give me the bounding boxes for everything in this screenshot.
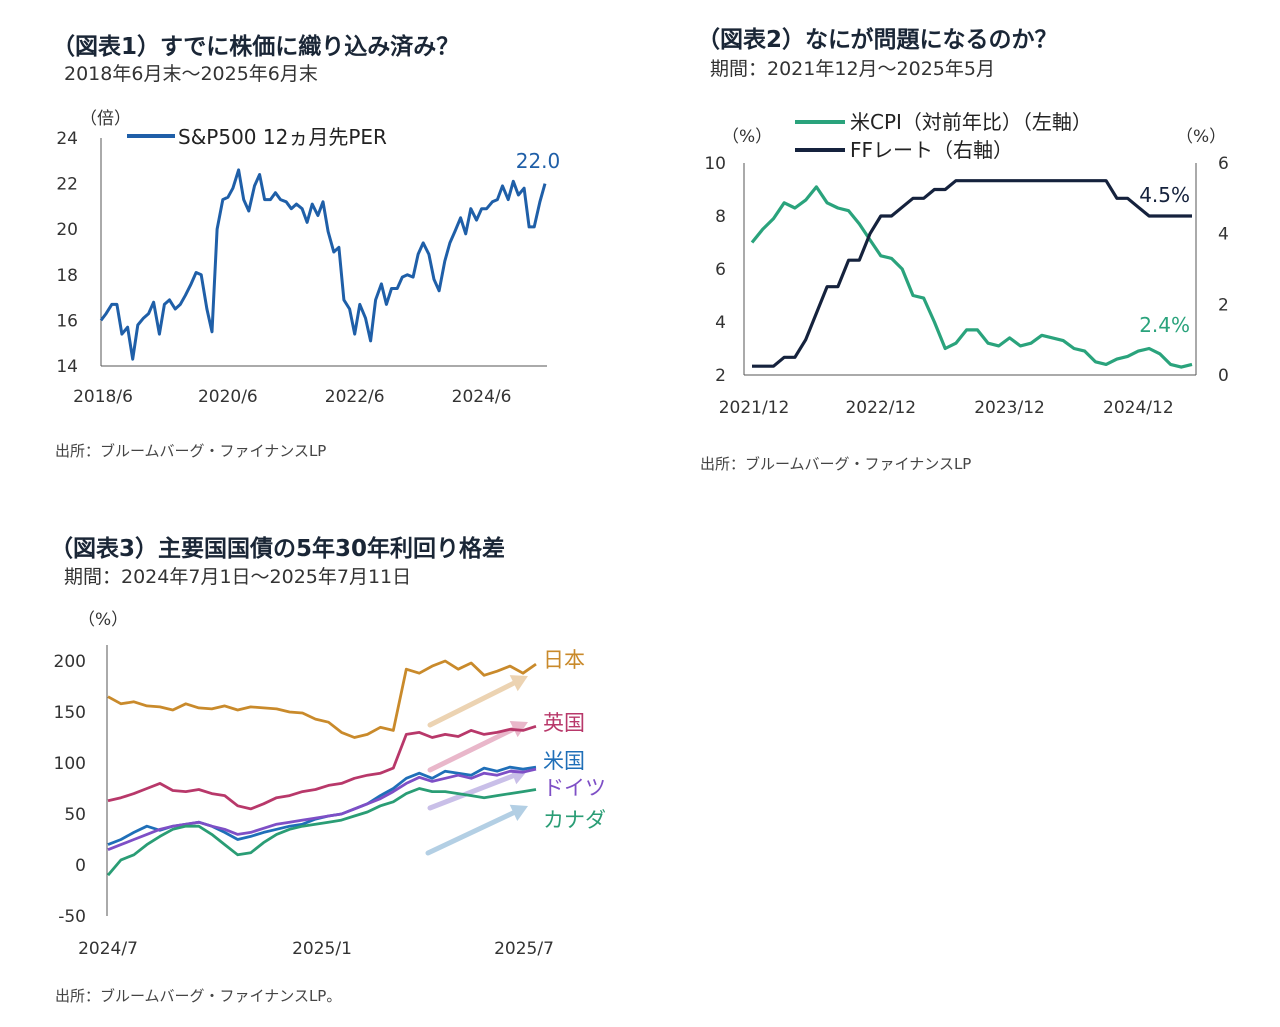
chart2-right-tick: 2 [1218,295,1229,315]
chart1-legend-label: S&P500 12ヵ月先PER [178,125,387,149]
chart2-left-tick: 8 [715,207,726,227]
chart3-arrow-canada [425,810,516,856]
chart3-label-japan: 日本 [543,648,585,672]
chart1-x-tick: 2020/6 [198,387,258,407]
chart2-legend-cpi-label: 米CPI（対前年比）（左軸） [850,110,1092,134]
chart2-left-tick: 2 [715,366,726,386]
chart3-y-tick: 50 [64,805,86,825]
chart1-x-tick: 2024/6 [452,387,512,407]
chart3-y-tick: 150 [54,703,86,723]
chart2-right-tick: 0 [1218,366,1229,386]
chart1-source: 出所：ブルームバーグ・ファイナンスLP [55,442,327,460]
chart1-y-tick: 20 [56,220,78,240]
chart3-label-canada: カナダ [543,808,606,832]
chart3-unit-label: （%） [78,610,128,630]
chart1-x-tick: 2018/6 [73,387,133,407]
chart3-y-tick: -50 [58,907,86,927]
chart2-x-tick: 2023/12 [974,398,1045,418]
chart3-japan-line [107,659,537,739]
chart3-y-tick: 200 [54,652,86,672]
chart2-x-tick: 2021/12 [719,398,790,418]
chart2-ff-end-label: 4.5% [1139,183,1190,207]
chart1-per-line [99,168,547,361]
chart3-germany-line [107,767,537,852]
chart3-title: （図表3）主要国国債の5年30年利回り格差 [50,536,506,562]
chart2-left-tick: 6 [715,260,726,280]
chart1-y-tick: 14 [56,357,78,377]
chart2-legend-ff-label: FFレート（右軸） [850,138,1013,162]
chart3-x-tick: 2025/1 [292,939,352,959]
chart3-label-uk: 英国 [543,711,585,735]
chart1-title: （図表1）すでに株価に織り込み済み？ [52,34,460,60]
chart3-arrowhead-canada [509,804,528,821]
chart2-x-tick: 2024/12 [1103,398,1174,418]
chart2-right-unit-label: （%） [1176,127,1226,147]
chart3-y-tick: 100 [54,754,86,774]
chart1-y-tick: 18 [56,266,78,286]
chart1-y-tick: 24 [56,129,78,149]
chart1-unit-label: （倍） [80,109,131,129]
chart3-label-germany: ドイツ [543,776,606,800]
chart2-subtitle: 期間：2021年12月～2025年5月 [710,58,995,80]
chart2-title: （図表2）なにが問題になるのか？ [697,27,1058,53]
chart3-label-us: 米国 [543,749,585,773]
chart3-arrow-japan [427,680,517,728]
chart1-y-tick: 16 [56,311,78,331]
chart3-uk-line [107,724,537,811]
chart2-cpi-end-label: 2.4% [1139,313,1190,337]
chart2-x-tick: 2022/12 [845,398,916,418]
chart2-right-tick: 6 [1218,154,1229,174]
chart2-cpi-line [750,185,1193,369]
chart2-left-tick: 4 [715,313,726,333]
chart3-x-tick: 2024/7 [78,939,138,959]
chart2-ff-line [752,179,1192,368]
chart3-arrowhead-japan [509,675,528,692]
chart3-canada-line [106,787,537,877]
chart3-x-tick: 2025/7 [494,939,554,959]
chart3-arrow-uk [427,726,517,773]
chart2-source: 出所：ブルームバーグ・ファイナンスLP [700,455,972,473]
chart1-end-label: 22.0 [516,149,561,173]
chart1-y-tick: 22 [56,175,78,195]
chart3-arrow-us [427,773,516,811]
chart2-left-unit-label: （%） [722,127,772,147]
chart1-x-tick: 2022/6 [325,387,385,407]
chart3-subtitle: 期間：2024年7月1日～2025年7月11日 [64,566,412,588]
chart2-right-tick: 4 [1218,225,1229,245]
chart3-source: 出所：ブルームバーグ・ファイナンスLP。 [55,987,342,1005]
chart3-y-tick: 0 [75,856,86,876]
chart2-left-tick: 10 [704,154,726,174]
chart1-subtitle: 2018年6月末～2025年6月末 [64,63,318,85]
